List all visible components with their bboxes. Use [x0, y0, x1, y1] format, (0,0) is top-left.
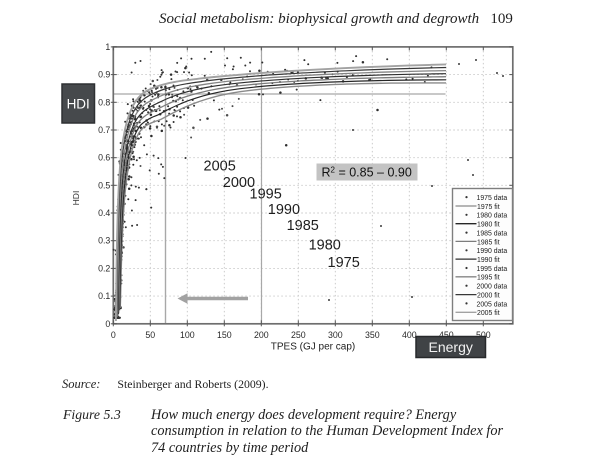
svg-text:0: 0	[111, 330, 116, 340]
svg-text:0.4: 0.4	[98, 208, 110, 218]
svg-text:0.3: 0.3	[98, 236, 110, 246]
svg-text:300: 300	[328, 330, 343, 340]
svg-text:500: 500	[476, 330, 491, 340]
svg-text:2000: 2000	[223, 175, 255, 191]
svg-text:R2 = 0.85 – 0.90: R2 = 0.85 – 0.90	[322, 165, 412, 180]
svg-text:1975 data: 1975 data	[477, 195, 508, 202]
svg-text:1990 fit: 1990 fit	[477, 257, 500, 264]
svg-text:2005 fit: 2005 fit	[477, 310, 500, 317]
svg-text:0.1: 0.1	[98, 291, 110, 301]
svg-text:2000 data: 2000 data	[477, 284, 508, 291]
svg-text:250: 250	[291, 330, 306, 340]
svg-text:1: 1	[105, 42, 110, 52]
svg-text:50: 50	[145, 330, 155, 340]
svg-text:350: 350	[365, 330, 380, 340]
svg-text:1975 fit: 1975 fit	[477, 204, 500, 211]
svg-text:0.2: 0.2	[98, 263, 110, 273]
svg-text:TPES (GJ per cap): TPES (GJ per cap)	[271, 342, 355, 353]
svg-text:HDI: HDI	[67, 97, 90, 112]
svg-text:1995 fit: 1995 fit	[477, 275, 500, 282]
svg-text:HDI: HDI	[71, 191, 81, 206]
svg-text:0.6: 0.6	[98, 153, 110, 163]
svg-text:0.7: 0.7	[98, 125, 110, 135]
svg-text:1980 fit: 1980 fit	[477, 222, 500, 229]
svg-text:400: 400	[402, 330, 417, 340]
svg-text:1990 data: 1990 data	[477, 248, 508, 255]
svg-text:0.9: 0.9	[98, 70, 110, 80]
svg-text:200: 200	[254, 330, 269, 340]
svg-text:1985 data: 1985 data	[477, 231, 508, 238]
svg-text:1985: 1985	[287, 218, 319, 234]
svg-text:1975: 1975	[328, 255, 360, 271]
svg-text:1995: 1995	[250, 187, 282, 203]
svg-text:Energy: Energy	[429, 339, 473, 355]
svg-text:2005: 2005	[204, 159, 236, 175]
svg-text:1980: 1980	[309, 238, 341, 254]
svg-text:2005 data: 2005 data	[477, 301, 508, 308]
svg-text:0.5: 0.5	[98, 180, 110, 190]
svg-text:1980 data: 1980 data	[477, 213, 508, 220]
svg-text:450: 450	[439, 330, 454, 340]
svg-text:1990: 1990	[268, 202, 300, 218]
svg-text:2000 fit: 2000 fit	[477, 293, 500, 300]
svg-text:1995 data: 1995 data	[477, 266, 508, 273]
svg-text:0.8: 0.8	[98, 97, 110, 107]
svg-text:100: 100	[180, 330, 195, 340]
svg-text:1985 fit: 1985 fit	[477, 239, 500, 246]
svg-text:0: 0	[105, 319, 110, 329]
svg-text:150: 150	[217, 330, 232, 340]
